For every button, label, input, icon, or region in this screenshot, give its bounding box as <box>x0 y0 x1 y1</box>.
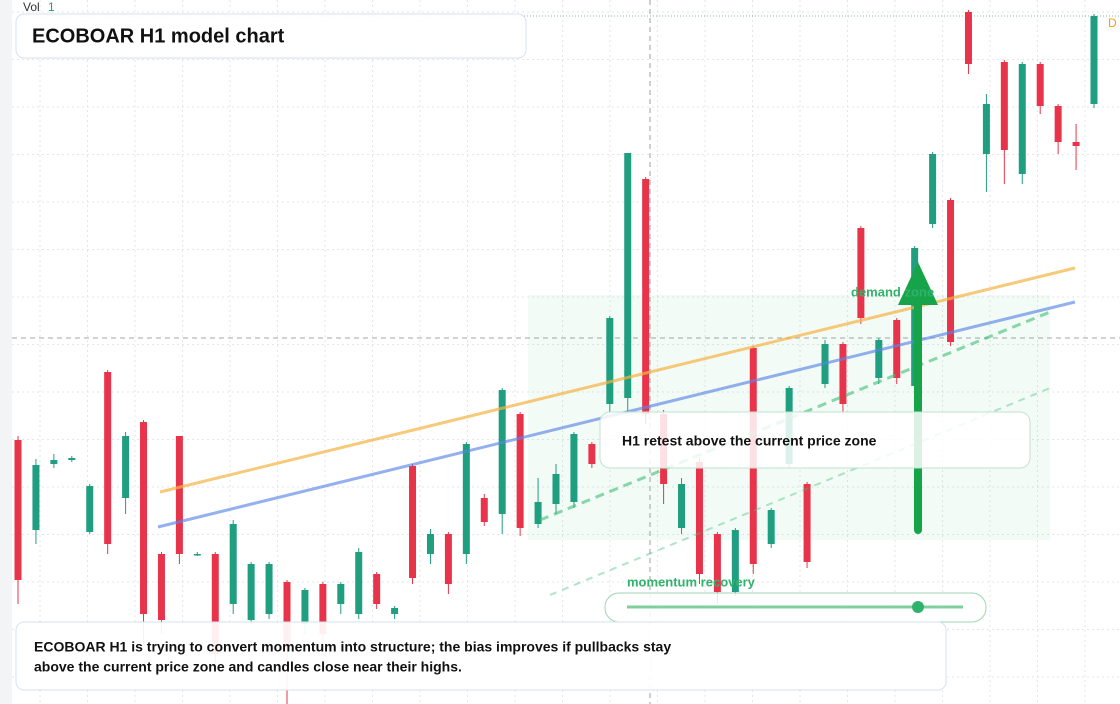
candle-body <box>426 534 434 554</box>
candle-body <box>1054 106 1062 142</box>
candle-body <box>642 179 650 414</box>
volume-value: 1 <box>48 0 55 14</box>
candle-body <box>140 422 148 614</box>
candle-body <box>588 444 596 464</box>
candle-body <box>857 228 865 318</box>
candle-body <box>193 554 201 556</box>
candle-body <box>606 318 614 404</box>
candle-body <box>211 554 219 654</box>
candle-body <box>462 444 470 554</box>
zone-label: demand zone <box>851 284 934 299</box>
summary-line: above the current price zone and candles… <box>34 659 462 675</box>
candle-body <box>122 436 130 498</box>
summary-panel <box>15 621 947 691</box>
candle-body <box>947 200 955 342</box>
candle-body <box>480 498 488 522</box>
candle-body <box>552 474 560 504</box>
candle-body <box>283 582 291 644</box>
candle-body <box>337 584 345 604</box>
candle-body <box>50 460 58 464</box>
candle-body <box>157 554 165 620</box>
candle-body <box>767 510 775 544</box>
candle-body <box>1000 62 1008 150</box>
volume-label: Vol <box>23 0 40 14</box>
candle-body <box>104 372 112 544</box>
candle-body <box>893 320 901 378</box>
candle-body <box>624 153 632 398</box>
candle-body <box>409 466 417 578</box>
candle-body <box>32 465 40 530</box>
candle-body <box>678 484 686 528</box>
candle-body <box>68 458 76 460</box>
left-strip <box>0 0 12 704</box>
candle-body <box>1018 64 1026 174</box>
arrow-head <box>898 262 938 305</box>
candle-body <box>444 534 452 584</box>
summary-line: ECOBOAR H1 is trying to convert momentum… <box>34 639 671 655</box>
candle-body <box>1036 64 1044 106</box>
candle-body <box>355 552 363 614</box>
candle-body <box>929 154 937 224</box>
candle-body <box>731 530 739 592</box>
candle-body <box>964 12 972 64</box>
candle-body <box>713 534 721 592</box>
candle-body <box>247 564 255 620</box>
candle-body <box>301 590 309 624</box>
candle-body <box>373 574 381 604</box>
candle-body <box>265 564 273 614</box>
corner-badge: D <box>1108 16 1117 30</box>
candle-body <box>1072 142 1080 146</box>
candle-body <box>516 414 524 528</box>
candle-body <box>1090 16 1098 104</box>
candle-body <box>839 344 847 404</box>
candle-body <box>86 486 94 532</box>
retest-label: H1 retest above the current price zone <box>622 433 877 449</box>
candle-body <box>982 104 990 154</box>
candle-body <box>14 440 22 580</box>
trend-line-orange <box>159 266 1076 494</box>
candle-body <box>534 502 542 524</box>
candle-body <box>391 608 399 614</box>
candle-body <box>319 584 327 634</box>
candle-body <box>498 390 506 514</box>
retest-panel <box>599 411 1031 469</box>
candle-body <box>229 524 237 604</box>
chart-title: ECOBOAR H1 model chart <box>32 25 285 47</box>
candle-body <box>803 484 811 562</box>
candle-body <box>570 434 578 502</box>
momentum-knob <box>912 601 924 613</box>
candle-body <box>175 436 183 554</box>
candle-body <box>695 462 703 574</box>
momentum-label: momentum recovery <box>627 574 756 589</box>
candle-body <box>875 340 883 378</box>
title-panel <box>15 13 527 59</box>
